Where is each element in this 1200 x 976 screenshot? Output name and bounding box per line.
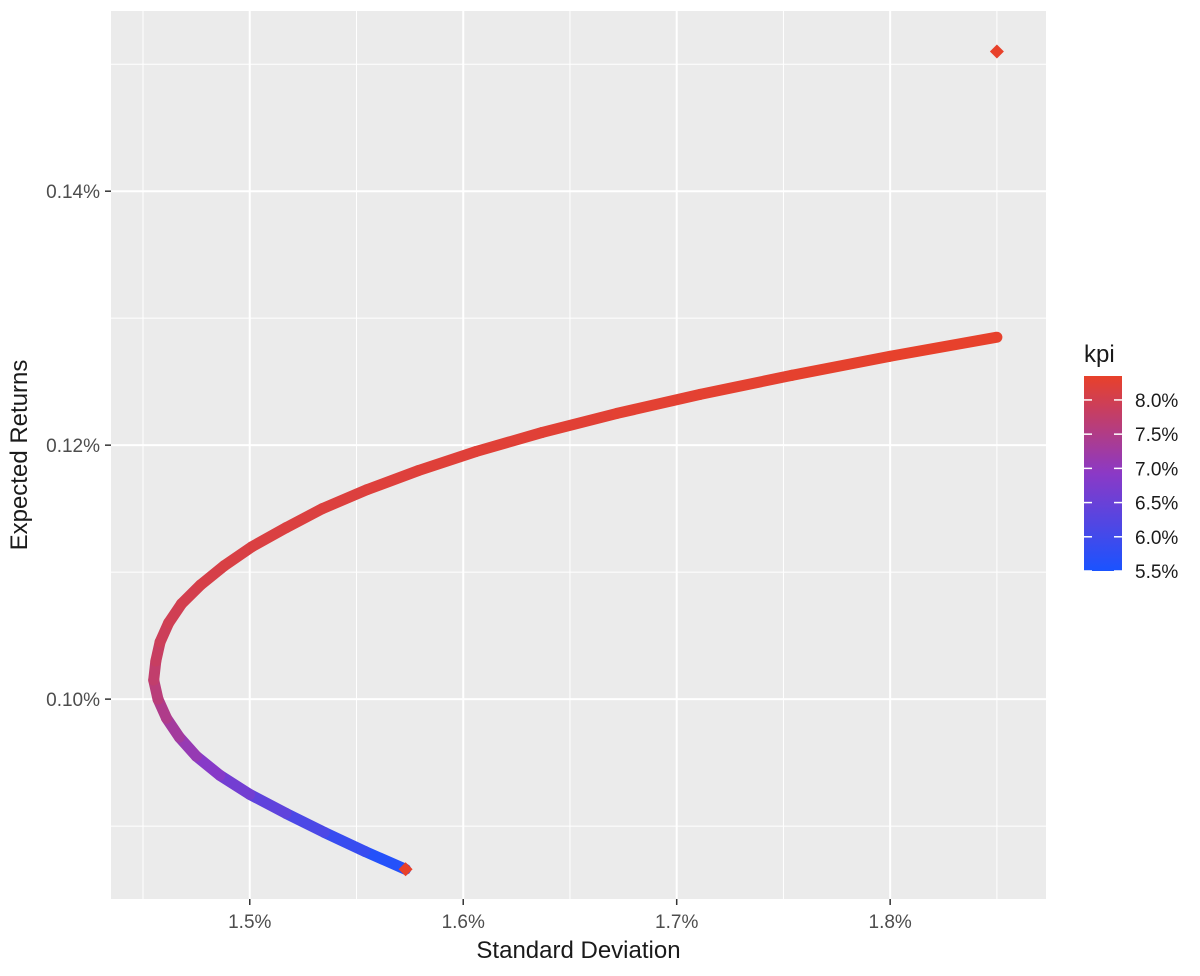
y-tick-label: 0.14%	[46, 182, 100, 203]
frontier-segment	[884, 331, 1003, 362]
frontier-line	[148, 331, 1003, 875]
frontier-segment	[694, 369, 798, 400]
frontier-segment	[214, 769, 256, 800]
endpoint-markers	[398, 44, 1004, 877]
frontier-segment	[244, 788, 292, 819]
x-axis-title: Standard Deviation	[476, 937, 680, 964]
endpoint-marker	[989, 44, 1004, 59]
frontier-segment	[246, 522, 292, 553]
y-tick-label: 0.12%	[46, 436, 100, 457]
frontier-segment	[318, 826, 371, 858]
legend-label: 5.5%	[1135, 562, 1178, 583]
frontier-segment	[359, 846, 412, 875]
legend-label: 8.0%	[1135, 391, 1178, 412]
frontier-segment	[786, 350, 896, 381]
endpoint-marker	[398, 862, 413, 877]
axes: 1.5% 1.6% 1.7% 1.8% 0.10% 0.12% 0.14%	[46, 182, 912, 933]
frontier-segment	[611, 388, 706, 419]
legend-colorbar	[1084, 376, 1122, 571]
frontier-segment	[218, 541, 258, 572]
frontier-segment	[316, 484, 373, 515]
legend-label: 7.5%	[1135, 425, 1178, 446]
y-axis-title: Expected Returns	[6, 360, 33, 551]
grid-lines	[111, 11, 1046, 899]
legend-label: 6.5%	[1135, 494, 1178, 515]
x-tick-label: 1.6%	[442, 912, 485, 933]
legend-ticks: 8.0% 7.5% 7.0% 6.5% 6.0% 5.5%	[1084, 391, 1178, 583]
frontier-segment	[361, 465, 424, 496]
legend: kpi 8.0% 7.5% 7.0% 6.5% 6.0% 5.5%	[1084, 341, 1178, 583]
frontier-segment	[536, 407, 623, 438]
legend-label: 6.0%	[1135, 528, 1178, 549]
frontier-segment	[470, 426, 548, 458]
frontier-segment	[280, 807, 330, 838]
x-tick-label: 1.8%	[869, 912, 912, 933]
y-tick-label: 0.10%	[46, 690, 100, 711]
x-tick-label: 1.5%	[228, 912, 271, 933]
x-tick-label: 1.7%	[655, 912, 698, 933]
frontier-segment	[412, 446, 482, 477]
plot-panel	[111, 11, 1046, 899]
legend-title: kpi	[1084, 341, 1115, 368]
legend-label: 7.0%	[1135, 459, 1178, 480]
frontier-segment	[280, 503, 328, 534]
